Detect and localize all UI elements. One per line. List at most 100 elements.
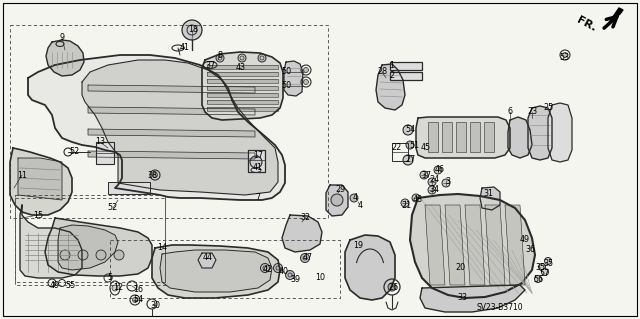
Text: 4: 4: [358, 201, 362, 210]
Polygon shape: [505, 205, 525, 285]
Polygon shape: [207, 72, 278, 76]
Text: 43: 43: [236, 63, 246, 72]
Polygon shape: [18, 158, 62, 200]
Circle shape: [403, 155, 413, 165]
Text: 38: 38: [147, 170, 157, 180]
Bar: [390, 72, 422, 80]
Polygon shape: [202, 52, 283, 120]
Text: 19: 19: [353, 241, 363, 249]
Circle shape: [428, 186, 436, 194]
Text: 49: 49: [50, 281, 60, 291]
Circle shape: [132, 298, 138, 302]
Text: 28: 28: [377, 68, 387, 77]
Text: 30: 30: [150, 300, 160, 309]
Text: 3: 3: [445, 177, 451, 187]
Text: 8: 8: [218, 50, 223, 60]
Circle shape: [406, 141, 414, 149]
Text: 1: 1: [390, 61, 394, 70]
Polygon shape: [376, 64, 405, 110]
Polygon shape: [207, 107, 278, 111]
Text: 13: 13: [95, 137, 105, 146]
Polygon shape: [88, 151, 255, 159]
Polygon shape: [20, 205, 82, 278]
Circle shape: [541, 269, 548, 276]
Circle shape: [273, 263, 282, 272]
Circle shape: [303, 68, 308, 72]
Circle shape: [350, 194, 358, 202]
Polygon shape: [88, 85, 255, 93]
Text: SV23-B3710: SV23-B3710: [477, 303, 524, 313]
Text: 40: 40: [279, 268, 289, 277]
Circle shape: [434, 166, 442, 174]
Circle shape: [538, 263, 545, 271]
Text: 36: 36: [525, 246, 535, 255]
Text: 4: 4: [353, 194, 358, 203]
Text: 33: 33: [457, 293, 467, 302]
Text: 44: 44: [203, 254, 213, 263]
Polygon shape: [88, 129, 255, 137]
Text: 57: 57: [539, 269, 549, 278]
Text: 50: 50: [281, 81, 291, 91]
Polygon shape: [485, 205, 505, 285]
Polygon shape: [284, 61, 303, 96]
Text: 9: 9: [60, 33, 65, 42]
Text: 55: 55: [65, 281, 75, 291]
Text: 39: 39: [290, 276, 300, 285]
Text: 6: 6: [508, 108, 513, 116]
Circle shape: [238, 54, 246, 62]
Polygon shape: [207, 65, 278, 69]
Circle shape: [403, 125, 413, 135]
Text: 48: 48: [413, 196, 423, 204]
Bar: [392, 143, 408, 161]
Circle shape: [442, 179, 450, 187]
Circle shape: [388, 283, 396, 291]
Circle shape: [563, 53, 568, 57]
Polygon shape: [420, 285, 525, 312]
Text: 5: 5: [108, 273, 113, 283]
Text: 23: 23: [527, 108, 537, 116]
Text: FR.: FR.: [575, 15, 598, 33]
Text: 14: 14: [157, 243, 167, 253]
Circle shape: [182, 20, 202, 40]
Text: 10: 10: [315, 273, 325, 283]
Bar: [390, 62, 422, 70]
Text: 17: 17: [253, 151, 263, 160]
Text: 7: 7: [255, 194, 260, 203]
Circle shape: [303, 79, 308, 85]
Polygon shape: [508, 117, 532, 158]
Polygon shape: [198, 253, 216, 268]
Polygon shape: [58, 225, 118, 270]
Circle shape: [60, 250, 70, 260]
Circle shape: [96, 250, 106, 260]
Polygon shape: [152, 245, 280, 298]
Circle shape: [260, 263, 269, 272]
Text: 50: 50: [281, 68, 291, 77]
Polygon shape: [416, 117, 510, 158]
Text: 51: 51: [409, 140, 419, 150]
Circle shape: [152, 173, 157, 177]
Polygon shape: [528, 106, 552, 160]
Text: 54: 54: [405, 125, 415, 135]
Bar: [428, 122, 438, 152]
Polygon shape: [88, 107, 255, 115]
Circle shape: [420, 171, 428, 179]
Text: 41: 41: [253, 162, 263, 172]
Polygon shape: [604, 8, 623, 28]
Circle shape: [114, 250, 124, 260]
Polygon shape: [248, 150, 265, 172]
Polygon shape: [10, 148, 72, 215]
Text: 15: 15: [33, 211, 43, 219]
Text: 49: 49: [520, 235, 530, 244]
Circle shape: [250, 156, 262, 168]
Circle shape: [331, 194, 343, 206]
Text: 26: 26: [388, 284, 398, 293]
Bar: [96, 142, 114, 164]
Text: 46: 46: [435, 166, 445, 174]
Bar: [484, 122, 494, 152]
Text: 11: 11: [17, 170, 27, 180]
Circle shape: [412, 194, 420, 202]
Circle shape: [545, 257, 552, 264]
Polygon shape: [425, 205, 445, 285]
Text: 18: 18: [188, 26, 198, 34]
Polygon shape: [548, 103, 572, 162]
